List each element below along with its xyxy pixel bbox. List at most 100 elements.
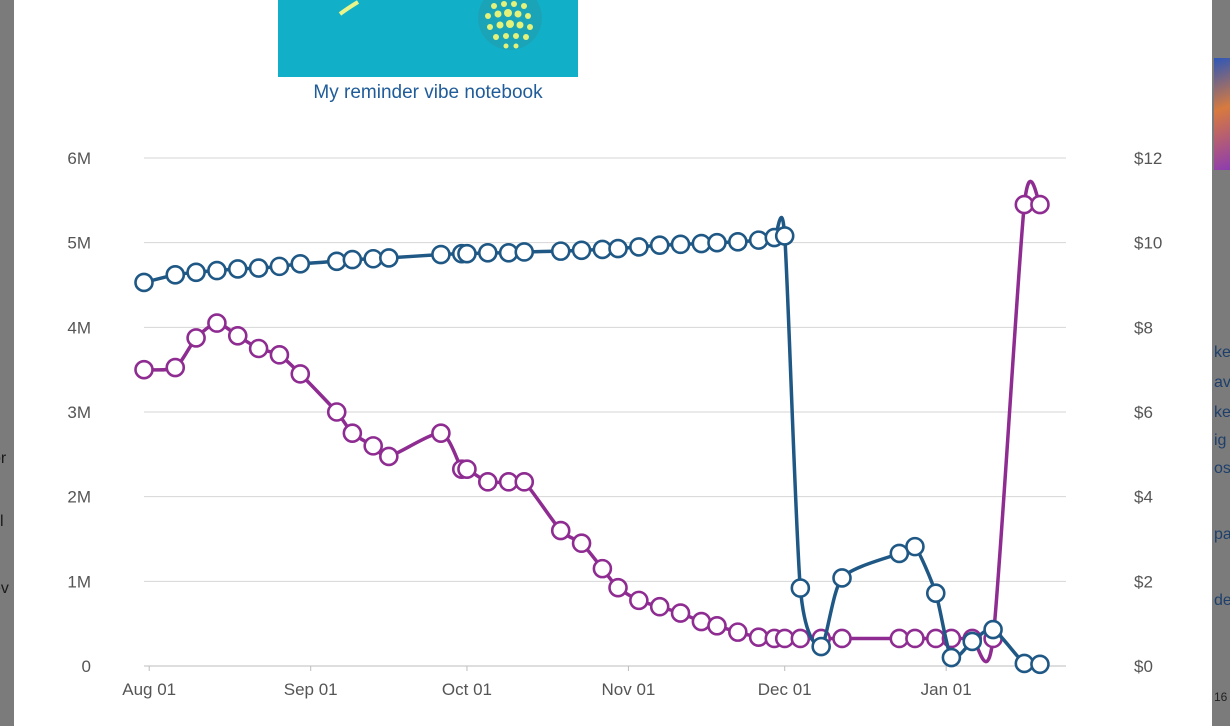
x-axis-ticks: Aug 01 Sep 01 Oct 01 Nov 01 Dec 01 Jan 01 [122, 666, 972, 699]
data-point[interactable] [207, 313, 227, 333]
data-point[interactable] [707, 615, 727, 636]
background-page-right: ke av ke ig os pa de 16 [1212, 0, 1230, 726]
data-point[interactable] [326, 251, 347, 272]
data-point[interactable] [165, 265, 186, 285]
data-point[interactable] [207, 260, 227, 281]
data-point[interactable] [1030, 654, 1050, 675]
data-point[interactable] [165, 357, 186, 378]
x-axis-tick-label: Sep 01 [284, 680, 338, 699]
data-point[interactable] [342, 249, 363, 270]
data-point[interactable] [326, 402, 347, 422]
background-page-left: or sl ev [0, 0, 14, 726]
data-point[interactable] [363, 436, 383, 456]
series-1 [134, 179, 1050, 664]
x-axis-tick-label: Oct 01 [442, 680, 492, 699]
data-point[interactable] [477, 472, 498, 492]
data-point[interactable] [649, 596, 670, 617]
data-point[interactable] [774, 226, 795, 246]
data-point[interactable] [457, 243, 477, 264]
data-point[interactable] [342, 423, 363, 443]
data-point[interactable] [748, 230, 769, 250]
data-point[interactable] [592, 558, 613, 579]
x-axis-tick-label: Dec 01 [758, 680, 812, 699]
data-point[interactable] [983, 619, 1003, 640]
data-point[interactable] [629, 590, 649, 611]
right-axis-tick-label: $10 [1134, 234, 1162, 253]
background-text-fragment: 16 [1214, 690, 1228, 704]
right-axis-tick-label: $8 [1134, 318, 1153, 337]
data-point[interactable] [1030, 194, 1050, 215]
data-point[interactable] [248, 338, 269, 359]
data-point[interactable] [290, 364, 311, 384]
data-point[interactable] [514, 472, 535, 492]
data-point[interactable] [608, 577, 628, 598]
data-point[interactable] [571, 533, 592, 554]
data-point[interactable] [134, 359, 154, 380]
background-product-thumbnail [1214, 58, 1230, 170]
data-point[interactable] [832, 568, 852, 588]
data-point[interactable] [728, 232, 748, 252]
data-point[interactable] [707, 232, 727, 253]
background-text-fragment: ke [1214, 404, 1230, 421]
data-point[interactable] [728, 622, 748, 642]
data-point[interactable] [629, 237, 649, 257]
left-axis-tick-label: 5M [67, 234, 91, 253]
data-point[interactable] [227, 325, 248, 346]
data-point[interactable] [269, 345, 290, 365]
data-point[interactable] [134, 272, 154, 293]
data-point[interactable] [962, 631, 983, 652]
data-point[interactable] [379, 446, 399, 467]
data-point[interactable] [431, 244, 451, 265]
data-point[interactable] [941, 647, 962, 668]
data-point[interactable] [691, 611, 712, 632]
data-point[interactable] [477, 243, 498, 263]
data-point[interactable] [248, 258, 269, 278]
data-point[interactable] [550, 241, 571, 261]
data-point[interactable] [571, 240, 592, 261]
right-axis-tick-label: $12 [1134, 149, 1162, 168]
background-text-fragment: av [1214, 374, 1230, 391]
background-text-fragment: or [0, 450, 7, 467]
right-axis-ticks: $0 $2 $4 $6 $8 $10 $12 [1134, 149, 1162, 676]
grid-lines [144, 157, 1066, 667]
data-point[interactable] [379, 248, 399, 268]
background-text-fragment: sl [0, 513, 4, 530]
data-point[interactable] [889, 543, 910, 564]
right-axis-tick-label: $6 [1134, 403, 1153, 422]
data-point[interactable] [905, 536, 925, 557]
data-point[interactable] [670, 234, 691, 255]
background-text-fragment: de [1214, 592, 1230, 609]
data-point[interactable] [457, 459, 477, 479]
data-point[interactable] [514, 242, 535, 262]
data-point[interactable] [608, 238, 628, 259]
data-point[interactable] [670, 603, 691, 623]
product-cover-image[interactable] [278, 0, 578, 77]
data-point[interactable] [790, 578, 811, 598]
left-axis-tick-label: 4M [67, 318, 91, 337]
data-point[interactable] [925, 583, 946, 603]
data-point[interactable] [550, 520, 571, 541]
x-axis-tick-label: Jan 01 [921, 680, 972, 699]
product-title-link[interactable]: My reminder vibe notebook [313, 82, 543, 103]
data-point[interactable] [649, 235, 670, 256]
series-line [143, 215, 1041, 668]
left-axis-tick-label: 0 [82, 657, 91, 676]
left-axis-tick-label: 1M [67, 572, 91, 591]
data-point[interactable] [269, 256, 290, 277]
left-axis-tick-label: 6M [67, 149, 91, 168]
data-point[interactable] [790, 628, 811, 649]
series-lines [134, 179, 1050, 675]
cover-art-icon [338, 0, 542, 50]
data-point[interactable] [290, 254, 311, 274]
background-text-fragment: ev [0, 580, 9, 597]
data-point[interactable] [431, 423, 451, 443]
data-point[interactable] [905, 628, 925, 649]
data-point[interactable] [186, 262, 206, 283]
data-point[interactable] [227, 259, 248, 279]
background-text-fragment: pa [1214, 526, 1230, 543]
right-axis-tick-label: $0 [1134, 657, 1153, 676]
data-point[interactable] [186, 328, 206, 348]
data-point[interactable] [832, 628, 852, 649]
background-text-fragment: os [1214, 460, 1230, 477]
data-point[interactable] [811, 636, 831, 657]
